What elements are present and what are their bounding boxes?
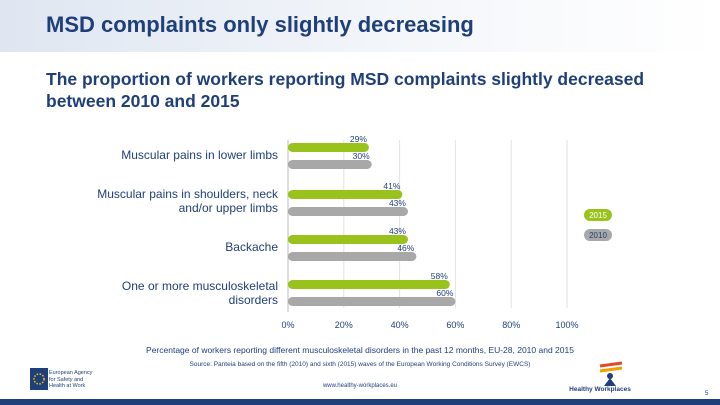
bar-2015-2: [288, 235, 408, 244]
data-label-2015-0: 29%: [350, 134, 367, 144]
category-label-backache: Backache: [225, 240, 278, 254]
legend-swatch-2015: [584, 209, 612, 221]
category-label-upper-limbs: Muscular pains in shoulders, neck and/or…: [97, 187, 278, 215]
data-label-2015-3: 58%: [431, 271, 448, 281]
healthy-workplaces-logo-icon: [599, 361, 623, 386]
chart-source: Source: Panteia based on the fifth (2010…: [189, 361, 531, 368]
data-label-2015-1: 41%: [383, 181, 400, 191]
category-label-lower-limbs: Muscular pains in lower limbs: [121, 148, 278, 162]
legend-label-2015: 2015: [589, 211, 607, 220]
eu-osha-logo-icon: [30, 368, 48, 390]
category-label-any-msd: One or more musculoskeletal disorders: [121, 279, 278, 307]
agency-name: European Agency for Safety and Health at…: [49, 370, 93, 389]
bar-2010-0: [288, 160, 372, 169]
data-label-2010-1: 43%: [389, 198, 406, 208]
x-tick-label: 100%: [555, 320, 578, 330]
data-label-2010-3: 60%: [436, 288, 453, 298]
footer-bar: [0, 399, 720, 405]
legend-swatch-2010: [584, 229, 612, 241]
data-label-2010-0: 30%: [353, 151, 370, 161]
bar-chart: 29% 41% 43% 58% 30% 43% 46% 60% 2015 2010 0% 20% 4…: [281, 134, 612, 330]
x-tick-label: 0%: [281, 320, 294, 330]
bar-2015-3: [288, 280, 450, 289]
bar-2010-1: [288, 207, 408, 216]
page-number: 5: [705, 391, 709, 397]
page-title: MSD complaints only slightly decreasing: [46, 12, 474, 37]
chart-caption: Percentage of workers reporting differen…: [146, 345, 574, 355]
legend-label-2010: 2010: [589, 231, 607, 240]
x-tick-label: 40%: [391, 320, 409, 330]
bar-2010-2: [288, 252, 417, 261]
bar-2015-1: [288, 190, 403, 199]
data-label-2010-2: 46%: [397, 243, 414, 253]
x-tick-label: 20%: [335, 320, 353, 330]
page-subtitle: The proportion of workers reporting MSD …: [46, 69, 645, 111]
website-url[interactable]: www.healthy-workplaces.eu: [322, 383, 398, 389]
bar-2015-0: [288, 143, 369, 152]
header-band: [0, 0, 720, 52]
data-label-2015-2: 43%: [389, 226, 406, 236]
bar-2010-3: [288, 297, 456, 306]
x-tick-label: 80%: [502, 320, 520, 330]
x-tick-label: 60%: [446, 320, 464, 330]
campaign-name: Healthy Workplaces: [569, 386, 631, 393]
